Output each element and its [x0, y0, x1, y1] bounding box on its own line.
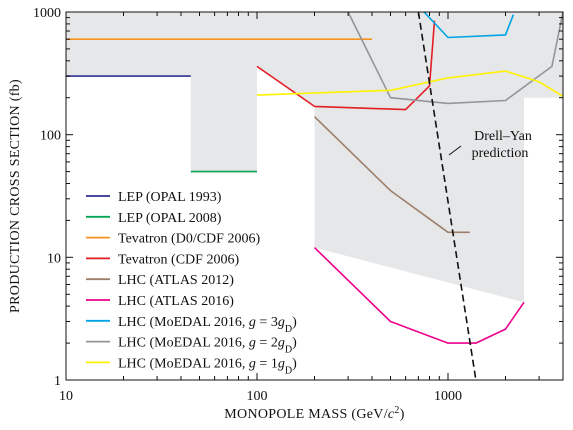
legend-label-2: LEP (OPAL 2008)	[118, 211, 222, 226]
legend-label-sub: D	[285, 323, 292, 334]
x-axis-label-exp: 2	[394, 405, 399, 416]
excluded-region-layer	[66, 12, 563, 303]
legend-label-6: LHC (ATLAS 2016)	[118, 294, 234, 309]
legend-label-g: g	[249, 315, 256, 330]
annotation-layer: Drell–Yan prediction	[448, 129, 532, 161]
y-tick-label: 100	[40, 129, 61, 144]
legend-label-g: g	[249, 336, 256, 351]
x-axis-label-c: c	[388, 407, 395, 422]
series-line-5	[313, 116, 470, 234]
x-axis-label-main: MONOPOLE MASS (GeV/	[224, 407, 388, 422]
drell-yan-layer	[417, 11, 477, 381]
x-tick-label: 1000	[434, 389, 462, 404]
x-tick-label: 10	[59, 389, 73, 404]
legend-label-sub: D	[285, 365, 292, 376]
legend-label-9: LHC (MoEDAL 2016, g = 1gD)	[118, 356, 297, 376]
series-line-8	[347, 11, 564, 105]
legend-label-4: Tevatron (CDF 2006)	[118, 252, 239, 267]
legend-label-mid: = 1	[256, 356, 278, 371]
drell-yan-label-line1: Drell–Yan	[474, 129, 532, 144]
legend-label-suffix: )	[292, 336, 297, 351]
legend-label-prefix: LHC (MoEDAL 2016,	[118, 356, 249, 371]
legend-label-g: g	[249, 356, 256, 371]
x-tick-label: 100	[247, 389, 268, 404]
series-line-6	[313, 247, 525, 344]
legend-label-gsym: g	[278, 356, 285, 371]
legend-label-7: LHC (MoEDAL 2016, g = 3gD)	[118, 315, 297, 335]
excluded-region	[66, 12, 563, 303]
x-axis-label: MONOPOLE MASS (GeV/c2)	[224, 405, 404, 423]
legend: LEP (OPAL 1993) LEP (OPAL 2008) Tevatron (…	[86, 190, 297, 376]
legend-label-8: LHC (MoEDAL 2016, g = 2gD)	[118, 336, 297, 356]
legend-label-suffix: )	[292, 356, 297, 371]
drell-yan-leader	[448, 145, 462, 156]
x-axis-label-close: )	[400, 407, 405, 422]
y-tick-label: 1	[54, 374, 61, 389]
series-layer	[66, 11, 564, 344]
legend-label-mid: = 2	[256, 336, 278, 351]
legend-label-sub: D	[285, 344, 292, 355]
y-tick-label: 1000	[33, 6, 61, 21]
y-axis-label: PRODUCTION CROSS SECTION (fb)	[8, 79, 23, 313]
legend-label-gsym: g	[278, 315, 285, 330]
series-line-7	[423, 11, 515, 39]
legend-label-1: LEP (OPAL 1993)	[118, 190, 222, 205]
legend-label-prefix: LHC (MoEDAL 2016,	[118, 315, 249, 330]
legend-label-suffix: )	[292, 315, 297, 330]
legend-label-prefix: LHC (MoEDAL 2016,	[118, 336, 249, 351]
series-line-9	[256, 70, 564, 98]
legend-label-5: LHC (ATLAS 2012)	[118, 273, 234, 288]
legend-label-mid: = 3	[256, 315, 278, 330]
drell-yan-line	[417, 11, 477, 381]
y-tick-label: 10	[47, 251, 61, 266]
legend-label-gsym: g	[278, 336, 285, 351]
drell-yan-label-line2: prediction	[472, 146, 529, 161]
legend-label-3: Tevatron (D0/CDF 2006)	[118, 232, 260, 247]
